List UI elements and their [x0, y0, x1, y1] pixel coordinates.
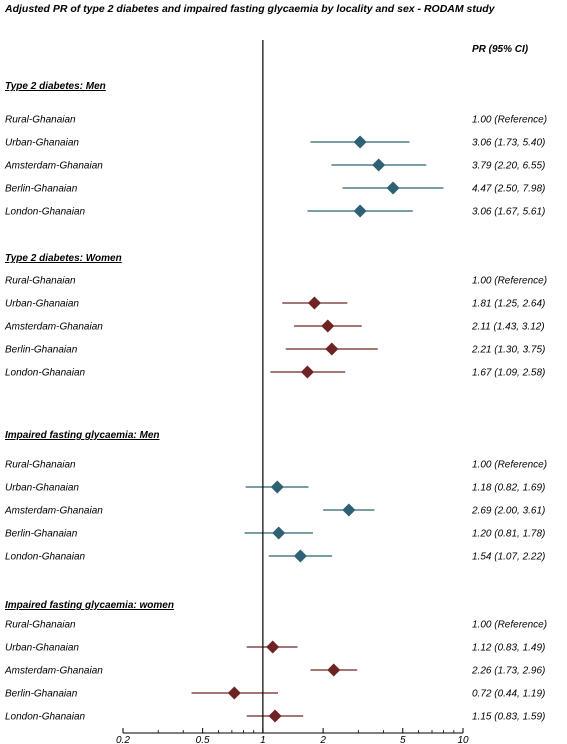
section-header: Type 2 diabetes: Women	[5, 253, 122, 264]
row-estimate: 1.20 (0.81, 1.78)	[472, 529, 545, 540]
x-axis: 0.2 0.5 1 2 5 10	[116, 40, 469, 744]
row-label: Urban-Ghanaian	[5, 643, 79, 654]
x-tick-label: 2	[319, 735, 326, 744]
point-estimate-marker	[272, 526, 286, 540]
point-estimate-marker	[300, 365, 314, 379]
row-label: London-Ghanaian	[5, 368, 86, 379]
row-label: Berlin-Ghanaian	[5, 345, 78, 356]
row-estimate: 2.11 (1.43, 3.12)	[471, 322, 545, 333]
row-label: London-Ghanaian	[5, 552, 86, 563]
point-estimate-marker	[386, 181, 400, 195]
point-estimate-marker	[325, 342, 339, 356]
x-tick-label: 10	[457, 735, 469, 744]
row-label: Berlin-Ghanaian	[5, 529, 78, 540]
row-label: Rural-Ghanaian	[5, 115, 76, 126]
row-label: London-Ghanaian	[5, 712, 86, 723]
row-estimate: 1.67 (1.09, 2.58)	[472, 368, 545, 379]
row-label: Urban-Ghanaian	[5, 483, 79, 494]
x-tick-label: 1	[260, 735, 266, 744]
row-estimate: 1.18 (0.82, 1.69)	[472, 483, 545, 494]
point-estimate-marker	[327, 663, 341, 677]
column-header: PR (95% CI)	[472, 44, 529, 55]
row-label: Rural-Ghanaian	[5, 460, 76, 471]
row-estimate: 1.54 (1.07, 2.22)	[472, 552, 545, 563]
row-estimate: 0.72 (0.44, 1.19)	[472, 689, 545, 700]
section-header: Impaired fasting glycaemia: women	[5, 600, 174, 611]
row-label: Urban-Ghanaian	[5, 138, 79, 149]
row-estimate: 1.00 (Reference)	[472, 460, 547, 471]
row-estimate: 3.06 (1.67, 5.61)	[472, 207, 545, 218]
row-estimate: 2.21 (1.30, 3.75)	[471, 345, 545, 356]
row-label: Rural-Ghanaian	[5, 620, 76, 631]
row-label: Amsterdam-Ghanaian	[4, 161, 103, 172]
row-label: Urban-Ghanaian	[5, 299, 79, 310]
x-tick-label: 0.5	[196, 735, 210, 744]
row-estimate: 2.26 (1.73, 2.96)	[471, 666, 545, 677]
point-estimate-marker	[342, 503, 356, 517]
section-header: Type 2 diabetes: Men	[5, 81, 106, 92]
row-estimate: 3.06 (1.73, 5.40)	[472, 138, 545, 149]
row-label: Amsterdam-Ghanaian	[4, 506, 103, 517]
section-header: Impaired fasting glycaemia: Men	[5, 430, 160, 441]
row-estimate: 1.81 (1.25, 2.64)	[472, 299, 545, 310]
point-estimate-marker	[227, 686, 241, 700]
row-label: Amsterdam-Ghanaian	[4, 666, 103, 677]
row-label: Berlin-Ghanaian	[5, 184, 78, 195]
rows-layer: Type 2 diabetes: Men Rural-Ghanaian 1.00 (…	[4, 81, 547, 723]
point-estimate-marker	[372, 158, 386, 172]
row-estimate: 1.00 (Reference)	[472, 620, 547, 631]
row-estimate: 1.00 (Reference)	[472, 115, 547, 126]
row-estimate: 1.12 (0.83, 1.49)	[472, 643, 545, 654]
row-label: Rural-Ghanaian	[5, 276, 76, 287]
row-label: Amsterdam-Ghanaian	[4, 322, 103, 333]
point-estimate-marker	[353, 204, 367, 218]
point-estimate-marker	[307, 296, 321, 310]
row-estimate: 2.69 (2.00, 3.61)	[471, 506, 545, 517]
point-estimate-marker	[293, 549, 307, 563]
point-estimate-marker	[270, 480, 284, 494]
x-tick-label: 5	[400, 735, 406, 744]
row-estimate: 1.00 (Reference)	[472, 276, 547, 287]
row-label: Berlin-Ghanaian	[5, 689, 78, 700]
point-estimate-marker	[353, 135, 367, 149]
point-estimate-marker	[268, 709, 282, 723]
x-tick-label: 0.2	[116, 735, 130, 744]
point-estimate-marker	[266, 640, 280, 654]
row-estimate: 1.15 (0.83, 1.59)	[472, 712, 545, 723]
chart-title: Adjusted PR of type 2 diabetes and impai…	[4, 3, 496, 15]
row-estimate: 3.79 (2.20, 6.55)	[472, 161, 545, 172]
row-label: London-Ghanaian	[5, 207, 86, 218]
row-estimate: 4.47 (2.50, 7.98)	[472, 184, 545, 195]
point-estimate-marker	[321, 319, 335, 333]
